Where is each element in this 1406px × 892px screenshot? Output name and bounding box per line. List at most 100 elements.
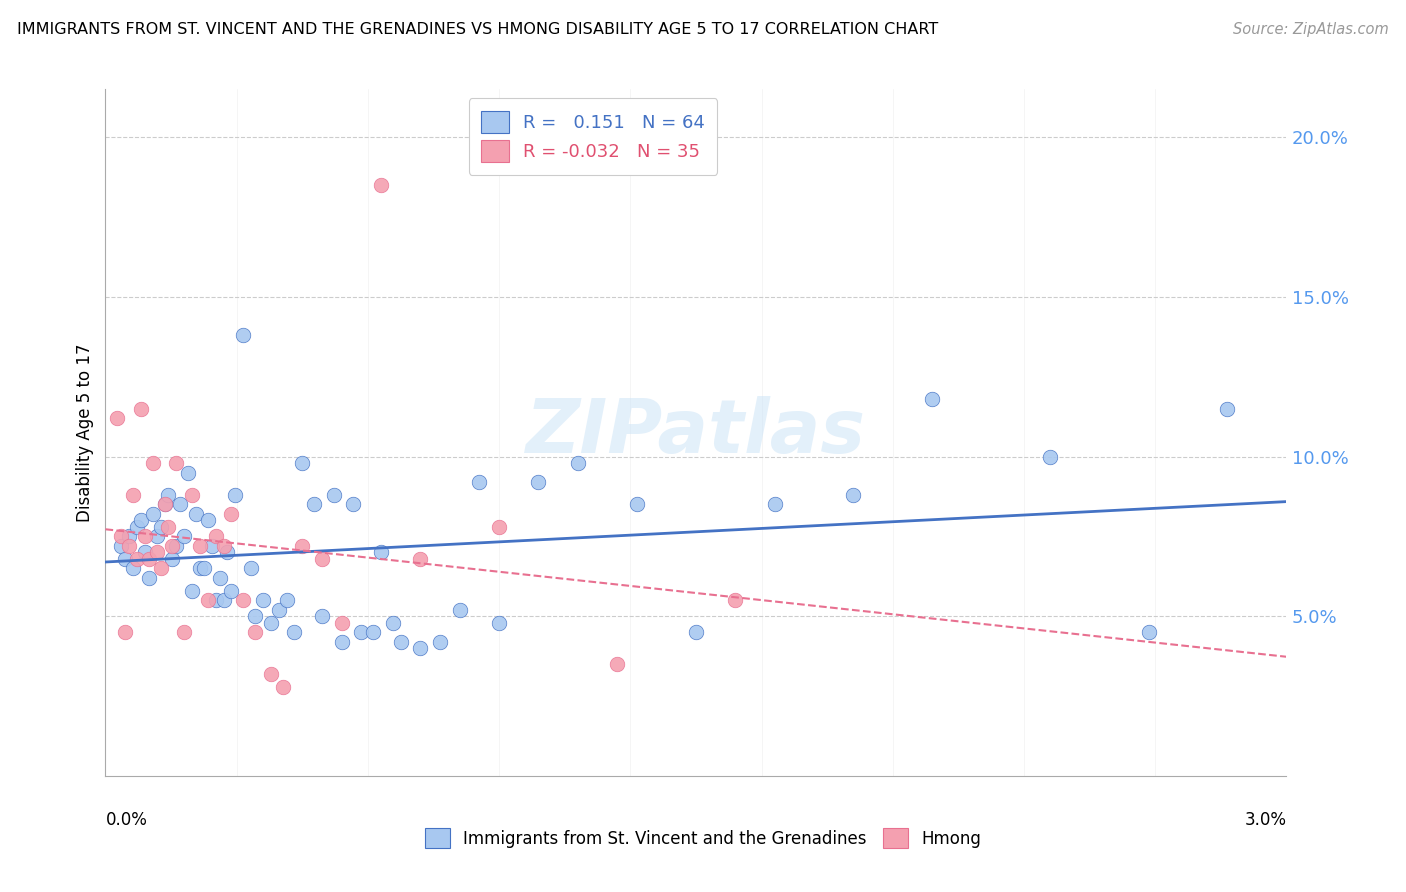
Text: 3.0%: 3.0% [1244, 811, 1286, 829]
Point [153, 498, 176, 512]
Point [125, 551, 148, 566]
Point [361, 625, 384, 640]
Point [204, 593, 226, 607]
Point [138, 571, 160, 585]
Legend: Immigrants from St. Vincent and the Grenadines, Hmong: Immigrants from St. Vincent and the Gren… [418, 822, 988, 855]
Point [243, 625, 266, 640]
Point [409, 551, 432, 566]
Point [193, 561, 215, 575]
Point [291, 539, 314, 553]
Point [232, 593, 254, 607]
Point [409, 641, 432, 656]
Point [527, 475, 550, 490]
Point [173, 625, 195, 640]
Point [302, 498, 325, 512]
Point [370, 178, 392, 192]
Point [429, 635, 451, 649]
Point [488, 615, 510, 630]
Point [606, 657, 628, 672]
Point [149, 561, 172, 575]
Text: IMMIGRANTS FROM ST. VINCENT AND THE GRENADINES VS HMONG DISABILITY AGE 5 TO 17 C: IMMIGRANTS FROM ST. VINCENT AND THE GREN… [17, 22, 938, 37]
Point [311, 609, 333, 624]
Point [921, 392, 943, 406]
Point [134, 545, 156, 559]
Point [165, 456, 187, 470]
Point [114, 625, 136, 640]
Y-axis label: Disability Age 5 to 17: Disability Age 5 to 17 [76, 343, 94, 522]
Point [110, 539, 132, 553]
Point [169, 498, 191, 512]
Point [685, 625, 707, 640]
Point [145, 529, 167, 543]
Point [149, 520, 172, 534]
Point [468, 475, 491, 490]
Point [243, 609, 266, 624]
Point [1216, 401, 1239, 416]
Point [449, 603, 471, 617]
Point [260, 666, 283, 681]
Point [118, 539, 141, 553]
Point [125, 520, 148, 534]
Point [1137, 625, 1160, 640]
Point [114, 551, 136, 566]
Point [212, 539, 235, 553]
Point [217, 545, 239, 559]
Point [389, 635, 412, 649]
Point [330, 635, 353, 649]
Point [260, 615, 283, 630]
Point [232, 328, 254, 343]
Point [153, 498, 176, 512]
Point [350, 625, 373, 640]
Point [724, 593, 747, 607]
Point [181, 583, 204, 598]
Point [162, 551, 184, 566]
Point [197, 513, 219, 527]
Text: Source: ZipAtlas.com: Source: ZipAtlas.com [1233, 22, 1389, 37]
Point [322, 488, 344, 502]
Point [138, 551, 160, 566]
Point [567, 456, 589, 470]
Point [370, 545, 392, 559]
Point [763, 498, 786, 512]
Point [626, 498, 648, 512]
Point [381, 615, 404, 630]
Point [129, 401, 152, 416]
Text: ZIPatlas: ZIPatlas [526, 396, 866, 469]
Point [184, 507, 207, 521]
Point [240, 561, 263, 575]
Point [157, 520, 180, 534]
Point [122, 488, 145, 502]
Point [165, 539, 187, 553]
Point [330, 615, 353, 630]
Point [122, 561, 145, 575]
Point [208, 571, 231, 585]
Point [221, 583, 243, 598]
Point [311, 551, 333, 566]
Point [129, 513, 152, 527]
Point [224, 488, 246, 502]
Point [110, 529, 132, 543]
Point [267, 603, 290, 617]
Point [162, 539, 184, 553]
Point [204, 529, 226, 543]
Legend: R =   0.151   N = 64, R = -0.032   N = 35: R = 0.151 N = 64, R = -0.032 N = 35 [468, 98, 717, 175]
Point [212, 593, 235, 607]
Point [118, 529, 141, 543]
Point [276, 593, 298, 607]
Text: 0.0%: 0.0% [105, 811, 148, 829]
Point [177, 466, 200, 480]
Point [221, 507, 243, 521]
Point [142, 507, 165, 521]
Point [488, 520, 510, 534]
Point [252, 593, 274, 607]
Point [188, 539, 211, 553]
Point [188, 561, 211, 575]
Point [197, 593, 219, 607]
Point [1039, 450, 1062, 464]
Point [181, 488, 204, 502]
Point [842, 488, 865, 502]
Point [173, 529, 195, 543]
Point [105, 411, 128, 425]
Point [157, 488, 180, 502]
Point [145, 545, 167, 559]
